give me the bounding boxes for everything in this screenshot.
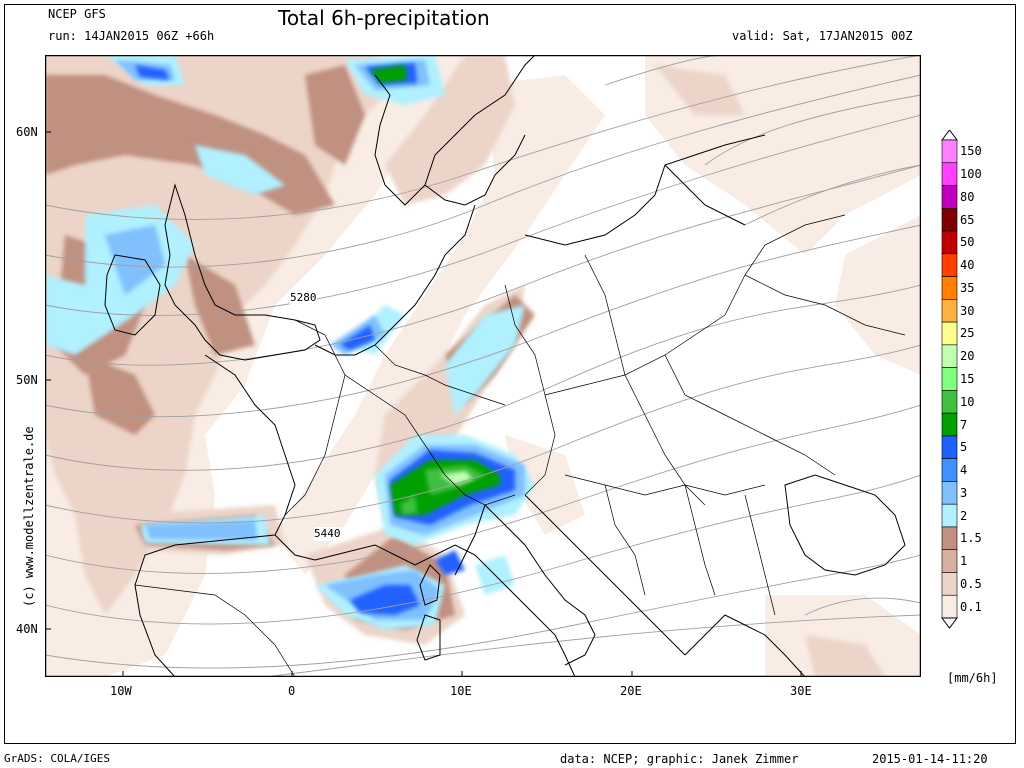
- precip-15: [440, 471, 473, 485]
- colorbar-swatch: [941, 207, 958, 232]
- colorbar-swatch: [941, 572, 958, 596]
- colorbar-swatch: [941, 299, 958, 323]
- valid-time: valid: Sat, 17JAN2015 00Z: [732, 29, 913, 43]
- figure-frame: [4, 4, 1016, 744]
- colorbar-level-label: 3: [960, 485, 968, 500]
- colorbar-level-label: 0.5: [960, 576, 982, 591]
- colorbar-swatch: [941, 458, 958, 482]
- footer-credits: data: NCEP; graphic: Janek Zimmer: [560, 752, 799, 766]
- colorbar-swatch: [941, 344, 958, 368]
- colorbar-level-label: 1: [960, 554, 968, 569]
- lon-label-20e: 20E: [620, 684, 642, 698]
- colorbar-level-label: 0.1: [960, 599, 982, 614]
- precipitation-map: 5280 5440: [45, 55, 921, 677]
- model-name: NCEP GFS: [48, 7, 106, 21]
- run-info: run: 14JAN2015 06Z +66h: [48, 29, 215, 43]
- lat-label-50n: 50N: [16, 373, 38, 387]
- colorbar-level-label: 35: [960, 280, 975, 295]
- colorbar-swatch: [941, 503, 958, 528]
- contour-label-5440: 5440: [314, 527, 341, 541]
- geopotential-contours: [45, 55, 921, 677]
- coastlines: [104, 55, 906, 677]
- colorbar-swatch: [941, 412, 958, 437]
- colorbar-swatch: [941, 321, 958, 346]
- colorbar-swatch: [941, 139, 958, 164]
- colorbar-level-label: 10: [960, 394, 975, 409]
- country-borders: [134, 214, 906, 677]
- footer-timestamp: 2015-01-14-11:20: [872, 752, 988, 766]
- lon-label-10w: 10W: [110, 684, 132, 698]
- colorbar-swatch: [941, 526, 958, 551]
- lon-label-0: 0: [288, 684, 296, 698]
- colorbar-swatch: [941, 230, 958, 255]
- colorbar-level-label: 40: [960, 258, 975, 273]
- colorbar-level-label: 25: [960, 326, 975, 341]
- map-title: Total 6h-precipitation: [278, 6, 490, 30]
- colorbar-level-label: 50: [960, 235, 975, 250]
- footer-software: GrADS: COLA/IGES: [4, 752, 110, 765]
- colorbar-swatch: [941, 549, 958, 573]
- colorbar-swatch: [941, 435, 958, 459]
- colorbar-swatch: [941, 276, 958, 300]
- colorbar-level-label: 80: [960, 189, 975, 204]
- colorbar-level-label: 4: [960, 463, 968, 478]
- colorbar-level-label: 65: [960, 212, 975, 227]
- colorbar-swatch: [941, 481, 958, 505]
- lon-label-10e: 10E: [450, 684, 472, 698]
- lat-label-60n: 60N: [16, 125, 38, 139]
- colorbar-swatch: [941, 253, 958, 277]
- colorbar-level-label: 5: [960, 440, 968, 455]
- colorbar-swatch: [941, 367, 958, 391]
- colorbar-level-label: 2: [960, 508, 968, 523]
- colorbar-top-arrow: [941, 130, 958, 141]
- colorbar-bottom-arrow: [941, 617, 958, 629]
- watermark-text: (c) www.modellzentrale.de: [22, 426, 36, 607]
- colorbar-level-label: 30: [960, 303, 975, 318]
- colorbar-level-label: 20: [960, 349, 975, 364]
- colorbar-unit: [mm/6h]: [947, 671, 998, 685]
- colorbar-swatch: [941, 162, 958, 186]
- colorbar-level-label: 150: [960, 144, 982, 159]
- lon-label-30e: 30E: [790, 684, 812, 698]
- contour-label-5280: 5280: [290, 291, 317, 305]
- colorbar: 150 100 80 65 50 40 35 30 25 20 15 10 7 5 4 3 2 1.5 1 0.5 0.…: [940, 130, 1020, 630]
- colorbar-swatch: [941, 390, 958, 414]
- lat-label-40n: 40N: [16, 622, 38, 636]
- colorbar-level-label: 100: [960, 167, 982, 182]
- colorbar-level-label: 1.5: [960, 531, 982, 546]
- colorbar-level-label: 7: [960, 417, 968, 432]
- colorbar-swatch: [941, 185, 958, 209]
- map-border: [45, 55, 921, 677]
- colorbar-level-label: 15: [960, 372, 975, 386]
- colorbar-swatch: [941, 594, 958, 619]
